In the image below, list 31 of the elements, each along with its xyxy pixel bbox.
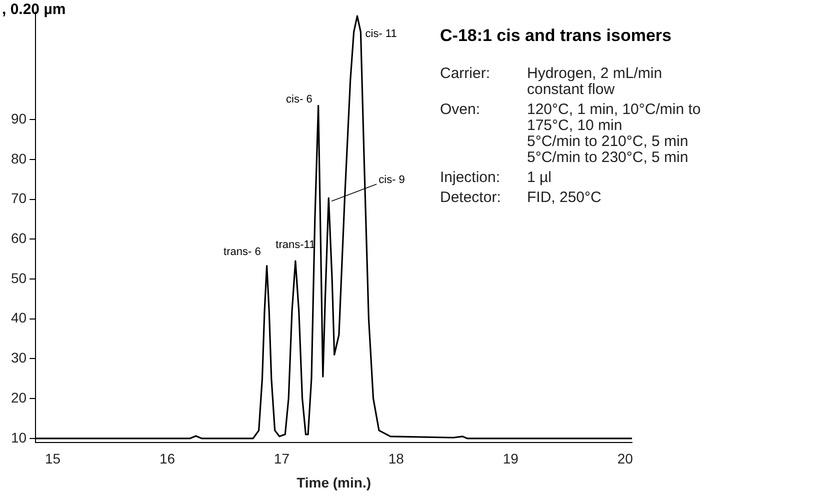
annotation: , 0.20 µm <box>2 1 66 18</box>
y-tick-label: 50 <box>10 270 27 286</box>
annotation: trans- 6 <box>224 246 261 258</box>
annotation: FID, 250°C <box>527 189 602 206</box>
annotation: 1 µl <box>527 169 552 186</box>
x-tick-label: 15 <box>44 450 61 467</box>
y-tick-label: 20 <box>10 389 27 406</box>
annotation: Injection: <box>440 169 502 186</box>
annotation: Oven: <box>440 101 482 120</box>
annotation: cis- 9 <box>378 174 405 186</box>
y-tick-label: 10 <box>10 429 27 446</box>
annotation: 120°C, 1 min, 10°C/min to 175°C, 10 min 5°C/min to 210°C, 5 min 5°C/min to 230°C, 5 min <box>527 101 701 166</box>
x-tick-label: 17 <box>274 450 290 467</box>
x-tick-label: 16 <box>159 450 176 467</box>
x-tick-label: 18 <box>388 450 404 467</box>
annotation: Carrier: <box>440 65 492 84</box>
x-tick-label: 19 <box>502 450 519 467</box>
y-tick-label: 30 <box>10 350 27 366</box>
y-tick-label: 70 <box>10 190 27 206</box>
annotation: trans-11 <box>276 239 316 252</box>
y-tick-label: 60 <box>10 230 27 246</box>
annotation: Hydrogen, 2 mL/min constant flow <box>527 65 664 98</box>
y-tick-label: 80 <box>10 150 27 166</box>
annotation: cis- 6 <box>286 94 312 106</box>
annotation: cis- 11 <box>365 28 397 40</box>
y-tick-label: 40 <box>10 310 27 326</box>
text: C-18:1 cis and trans isomers <box>440 26 672 46</box>
x-axis-title: Time (min.) <box>296 474 371 490</box>
y-tick-label: 90 <box>10 110 27 126</box>
x-tick-label: 20 <box>617 450 634 467</box>
annotation: Detector: <box>440 189 502 206</box>
